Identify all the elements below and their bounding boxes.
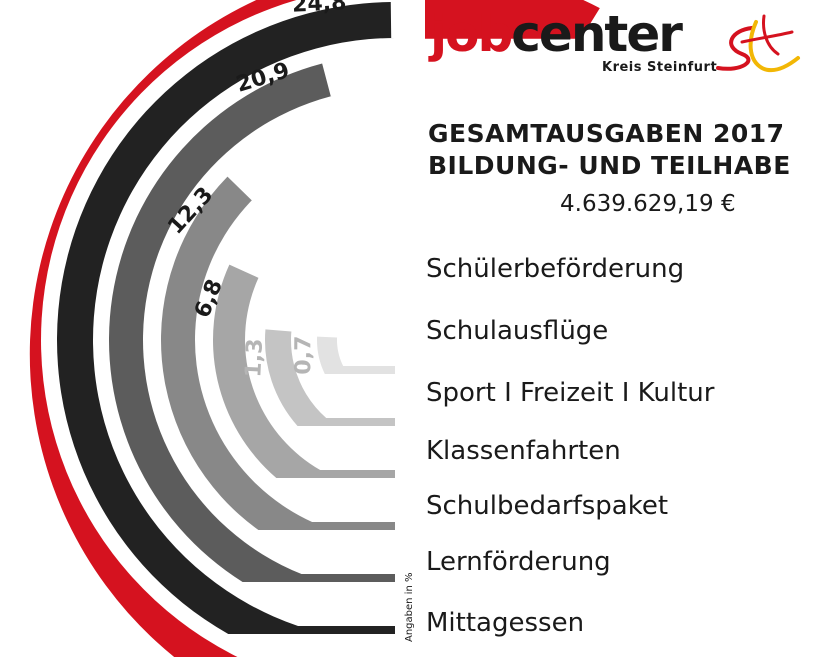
logo-word-job: job	[430, 5, 513, 63]
jobcenter-st-swoosh-icon	[716, 14, 800, 73]
axis-divider	[395, 0, 425, 657]
category-label-schulbedarfspaket: Schulbedarfspaket	[426, 491, 669, 521]
value-label-schulausfluege: 1,3	[241, 338, 268, 378]
ring-inner-mask-schuelerbefoerderung	[336, 282, 395, 366]
category-label-schulausfluege: Schulausflüge	[426, 316, 609, 346]
category-label-sport-freizeit-kultur: Sport I Freizeit I Kultur	[426, 378, 715, 408]
category-label-lernfoerderung: Lernförderung	[426, 547, 611, 577]
chart-title-line2: BILDUNG- UND TEILHABE	[428, 151, 791, 180]
unit-note: Angaben in %	[404, 572, 415, 642]
chart-title-line1: GESAMTAUSGABEN 2017	[428, 119, 785, 148]
logo-word-center: center	[511, 5, 683, 63]
jobcenter-logo: jobcenter Kreis Steinfurt	[430, 4, 810, 84]
logo-wordmark: jobcenter	[430, 4, 683, 64]
category-label-schuelerbefoerderung: Schülerbeförderung	[426, 254, 685, 284]
category-label-mittagessen: Mittagessen	[426, 608, 585, 638]
total-amount: 4.639.629,19 €	[560, 191, 736, 217]
category-label-klassenfahrten: Klassenfahrten	[426, 436, 621, 466]
value-label-schuelerbefoerderung: 0,7	[291, 336, 316, 375]
value-label-lernfoerderung: 24,8	[292, 0, 347, 18]
logo-subtitle: Kreis Steinfurt	[602, 60, 718, 75]
chart-title: GESAMTAUSGABEN 2017 BILDUNG- UND TEILHAB…	[428, 118, 808, 182]
